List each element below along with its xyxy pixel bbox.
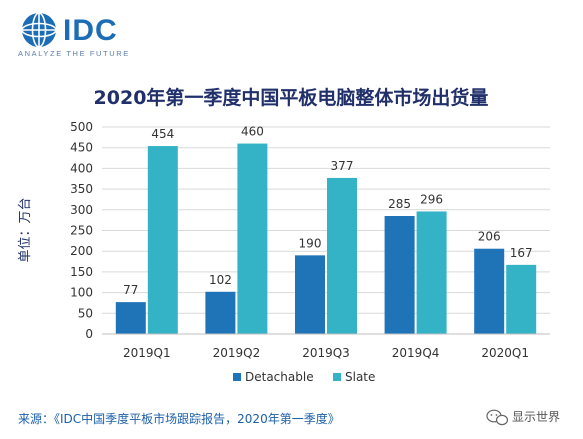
- data-label: 377: [331, 159, 354, 173]
- watermark-text: 显示世界: [512, 410, 560, 424]
- idc-logo: IDC ANALYZE THE FUTURE: [18, 12, 130, 58]
- y-tick-label: 0: [85, 327, 93, 341]
- y-tick-label: 50: [78, 306, 93, 320]
- data-label: 77: [123, 283, 138, 297]
- data-label: 102: [209, 273, 232, 287]
- x-tick-label: 2019Q1: [123, 346, 171, 360]
- legend-swatch-detachable: [233, 373, 241, 381]
- y-tick-label: 350: [70, 182, 93, 196]
- x-tick-label: 2019Q2: [213, 346, 261, 360]
- y-tick-label: 250: [70, 224, 93, 238]
- y-tick-label: 300: [70, 203, 93, 217]
- y-axis-label: 单位：万台: [18, 197, 33, 262]
- y-axis-ticks: 0 50 100 150 200 250 300 350 400 450 500: [70, 120, 93, 341]
- x-tick-label: 2020Q1: [481, 346, 529, 360]
- bars: [115, 143, 537, 334]
- x-tick-label: 2019Q3: [302, 346, 350, 360]
- y-tick-label: 500: [70, 120, 93, 134]
- y-tick-label: 450: [70, 141, 93, 155]
- bar-detachable-2019q3: [295, 255, 325, 334]
- bar-slate-2019q4: [416, 211, 447, 334]
- y-tick-label: 200: [70, 244, 93, 258]
- x-tick-label: 2019Q4: [392, 346, 440, 360]
- bar-slate-2019q3: [327, 177, 357, 334]
- data-label: 285: [388, 197, 411, 211]
- logo-wordmark: IDC: [63, 14, 118, 47]
- bar-slate-2019q1: [147, 146, 178, 334]
- bar-slate-2020q1: [506, 264, 537, 334]
- bar-detachable-2019q4: [384, 216, 415, 334]
- x-axis-ticks: 2019Q1 2019Q2 2019Q3 2019Q4 2020Q1: [123, 346, 529, 360]
- bar-slate-2019q2: [237, 143, 268, 334]
- data-label: 454: [151, 127, 174, 141]
- bar-detachable-2019q1: [115, 302, 146, 334]
- watermark: 显示世界: [486, 409, 560, 426]
- chart-title: 2020年第一季度中国平板电脑整体市场出货量: [94, 86, 489, 109]
- source-note: 来源：《IDC中国季度平板市场跟踪报告，2020年第一季度》: [18, 411, 340, 426]
- legend: Detachable Slate: [233, 370, 375, 384]
- y-tick-label: 400: [70, 161, 93, 175]
- data-label: 190: [299, 236, 322, 250]
- wechat-icon: [486, 409, 509, 426]
- y-tick-label: 100: [70, 286, 93, 300]
- bar-detachable-2019q2: [205, 291, 236, 334]
- legend-swatch-slate: [333, 373, 341, 381]
- y-tick-label: 150: [70, 265, 93, 279]
- legend-label-slate: Slate: [345, 370, 375, 384]
- globe-icon: [21, 12, 57, 48]
- data-label: 206: [478, 230, 501, 244]
- legend-label-detachable: Detachable: [245, 370, 314, 384]
- data-label: 460: [241, 125, 264, 139]
- bar-detachable-2020q1: [474, 248, 505, 334]
- data-label: 167: [510, 246, 533, 260]
- data-labels: 77 454 102 460 190 377 285 296 206 167: [123, 125, 532, 298]
- logo-tagline: ANALYZE THE FUTURE: [18, 49, 130, 58]
- data-label: 296: [420, 192, 443, 206]
